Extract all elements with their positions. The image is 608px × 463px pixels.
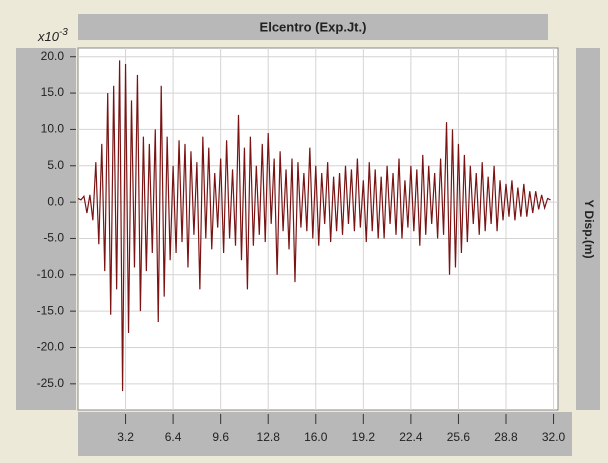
x-tick-label: 12.8 — [257, 430, 281, 444]
x-tick-label: 25.6 — [447, 430, 471, 444]
y-label-panel — [576, 48, 600, 410]
x-tick-label: 28.8 — [494, 430, 518, 444]
y-axis-panel — [16, 48, 76, 410]
y-scale-base: x10 — [37, 29, 60, 44]
y-tick-label: -15.0 — [37, 303, 65, 317]
x-axis-panel — [78, 412, 572, 456]
y-scale-exponent: -3 — [59, 27, 68, 38]
title-bar — [78, 14, 548, 40]
y-tick-label: -10.0 — [37, 267, 65, 281]
y-tick-label: 20.0 — [41, 49, 65, 63]
x-tick-label: 9.6 — [212, 430, 229, 444]
x-tick-label: 16.0 — [304, 430, 328, 444]
y-scale: x10-3 — [37, 27, 68, 45]
x-tick-label: 3.2 — [117, 430, 134, 444]
y-tick-label: -5.0 — [43, 231, 64, 245]
y-tick-label: 5.0 — [47, 158, 64, 172]
x-tick-label: 6.4 — [165, 430, 182, 444]
y-tick-label: -25.0 — [37, 376, 65, 390]
x-tick-label: 19.2 — [352, 430, 376, 444]
x-tick-label: 32.0 — [542, 430, 566, 444]
y-tick-label: 10.0 — [41, 122, 65, 136]
chart-title: Elcentro (Exp.Jt.) — [260, 19, 367, 34]
data-line — [77, 60, 551, 392]
x-tick-label: 22.4 — [399, 430, 423, 444]
y-tick-label: -20.0 — [37, 340, 65, 354]
y-tick-label: 15.0 — [41, 85, 65, 99]
y-tick-label: 0.0 — [47, 194, 64, 208]
y-axis-label: Y Disp.(m) — [582, 199, 596, 258]
